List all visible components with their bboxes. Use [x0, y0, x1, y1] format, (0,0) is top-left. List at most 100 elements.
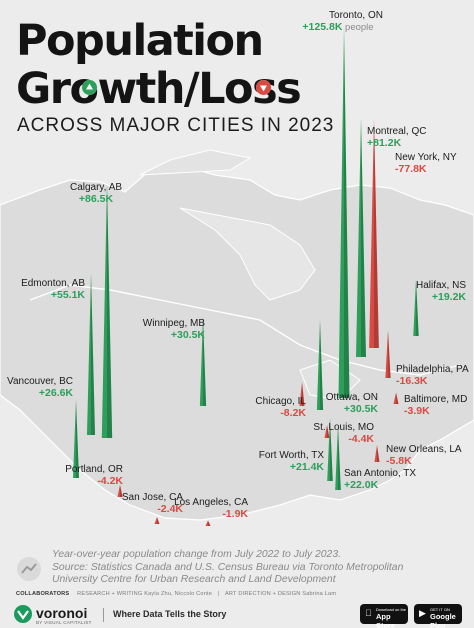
app-store-small-text: Download on the: [376, 607, 407, 612]
value-label-edmonton-ab: +55.1K: [51, 289, 86, 301]
value-label-new-york-ny: -77.8K: [395, 163, 427, 175]
bar-shade-baltimore-md: [396, 392, 399, 404]
footnote: Year-over-year population change from Ju…: [52, 549, 432, 587]
bar-shade-calgary-ab: [107, 183, 113, 438]
value-label-st-louis-mo: -4.4K: [348, 433, 374, 445]
brand-name[interactable]: voronoi: [36, 605, 88, 621]
bar-shade-san-antonio-tx: [338, 425, 341, 490]
value-label-fort-worth-tx: +21.4K: [290, 461, 325, 473]
value-label-philadelphia-pa: -16.3K: [396, 375, 428, 387]
value-label-san-antonio-tx: +22.0K: [344, 479, 379, 491]
footnote-graph-icon: [16, 556, 42, 582]
bar-shade-montreal-qc: [361, 118, 366, 357]
bar-vancouver-bc: [73, 399, 79, 478]
value-label-los-angeles-ca: -1.9K: [222, 508, 248, 520]
value-label-halifax-ns: +19.2K: [432, 291, 467, 303]
footer-divider: [103, 608, 104, 622]
city-label-fort-worth-tx: Fort Worth, TX: [259, 450, 325, 461]
bar-shade-san-jose-ca: [157, 516, 160, 524]
footnote-line-1: Year-over-year population change from Ju…: [52, 549, 342, 560]
bar-shade-st-louis-mo: [327, 425, 330, 438]
google-play-small-text: GET IT ON: [430, 607, 450, 612]
credits-art-names: Sabrina Lam: [302, 591, 337, 597]
bar-edmonton-ab: [86, 272, 96, 435]
city-label-san-jose-ca: San Jose, CA: [122, 492, 183, 503]
bar-shade-chicago-il: [302, 381, 305, 406]
bar-fort-worth-tx: [327, 418, 333, 481]
page-title-line-1: Population: [16, 16, 264, 66]
value-label-san-jose-ca: -2.4K: [157, 503, 183, 515]
city-label-edmonton-ab: Edmonton, AB: [21, 278, 85, 289]
value-label-ottawa-on: +30.5K: [344, 403, 379, 415]
value-label-portland-or: -4.2K: [97, 475, 123, 487]
bar-shade-vancouver-bc: [76, 399, 79, 478]
city-label-philadelphia-pa: Philadelphia, PA: [396, 364, 469, 375]
city-label-vancouver-bc: Vancouver, BC: [7, 376, 73, 387]
page-subtitle: ACROSS MAJOR CITIES IN 2023: [17, 115, 335, 136]
bar-shade-portland-or: [120, 484, 123, 497]
footnote-line-3: University Centre for Urban Research and…: [52, 574, 336, 585]
bars-layer: [73, 28, 419, 526]
bar-calgary-ab: [101, 183, 113, 438]
app-store-button[interactable]:  Download on the App Store: [360, 604, 408, 628]
bar-baltimore-md: [393, 392, 399, 404]
bar-new-york-ny: [369, 119, 379, 348]
city-label-new-orleans-la: New Orleans, LA: [386, 444, 462, 455]
bar-halifax-ns: [413, 279, 419, 336]
bar-san-jose-ca: [154, 516, 160, 524]
bar-toronto-on: [338, 28, 350, 398]
city-label-winnipeg-mb: Winnipeg, MB: [143, 318, 206, 329]
value-label-winnipeg-mb: +30.5K: [171, 329, 206, 341]
play-icon: ▶: [419, 608, 426, 618]
footnote-line-2: Source: Statistics Canada and U.S. Censu…: [52, 561, 404, 573]
bar-shade-edmonton-ab: [91, 272, 96, 435]
apple-icon: : [365, 609, 372, 618]
bar-san-antonio-tx: [335, 425, 341, 490]
brand-tag: BY VISUAL CAPITALIST: [36, 620, 92, 625]
city-label-san-antonio-tx: San Antonio, TX: [344, 468, 416, 479]
page-title-line-2: Growth/Loss: [16, 64, 302, 114]
google-play-label: Google Play: [430, 612, 456, 628]
city-label-baltimore-md: Baltimore, MD: [404, 394, 467, 405]
bar-shade-new-york-ny: [374, 119, 379, 348]
bar-philadelphia-pa: [385, 330, 391, 378]
city-label-los-angeles-ca: Los Angeles, CA: [174, 497, 248, 508]
bar-portland-or: [117, 484, 123, 497]
bar-montreal-qc: [356, 118, 366, 357]
city-label-toronto-on: Toronto, ON: [329, 10, 383, 21]
voronoi-logo-icon[interactable]: [14, 605, 32, 623]
bar-shade-ottawa-on: [320, 320, 324, 410]
value-label-baltimore-md: -3.9K: [404, 405, 430, 417]
city-label-ottawa-on: Ottawa, ON: [326, 392, 378, 403]
bar-new-orleans-la: [374, 444, 380, 462]
app-store-label: App Store: [376, 612, 396, 628]
bar-shade-philadelphia-pa: [388, 330, 391, 378]
bar-shade-fort-worth-tx: [330, 418, 333, 481]
bar-ottawa-on: [316, 320, 324, 410]
value-label-chicago-il: -8.2K: [280, 407, 306, 419]
north-america-map: [0, 149, 474, 521]
city-label-calgary-ab: Calgary, AB: [70, 182, 122, 193]
bar-st-louis-mo: [324, 425, 330, 438]
credits-research-names: Kayla Zhu, Niccolo Conte: [144, 591, 213, 597]
credits-research-label: RESEARCH + WRITING: [77, 591, 143, 597]
google-play-button[interactable]: ▶ GET IT ON Google Play: [414, 604, 462, 628]
value-label-vancouver-bc: +26.6K: [39, 387, 74, 399]
bar-shade-new-orleans-la: [377, 444, 380, 462]
bar-shade-winnipeg-mb: [203, 316, 207, 406]
bar-winnipeg-mb: [199, 316, 207, 406]
value-label-toronto-on: +125.8K people: [302, 21, 373, 33]
city-label-portland-or: Portland, OR: [65, 464, 123, 475]
credits-label: COLLABORATORS: [16, 591, 70, 597]
credits: COLLABORATORS RESEARCH + WRITING Kayla Z…: [16, 591, 337, 597]
city-label-halifax-ns: Halifax, NS: [416, 280, 466, 291]
value-label-calgary-ab: +86.5K: [79, 193, 114, 205]
footer: voronoi BY VISUAL CAPITALIST Where Data …: [0, 600, 474, 628]
credits-art-label: ART DIRECTION + DESIGN: [224, 591, 301, 597]
loss-arrow-icon: [256, 80, 271, 95]
city-label-st-louis-mo: St. Louis, MO: [313, 422, 374, 433]
city-label-new-york-ny: New York, NY: [395, 152, 457, 163]
bar-shade-los-angeles-ca: [208, 520, 211, 526]
